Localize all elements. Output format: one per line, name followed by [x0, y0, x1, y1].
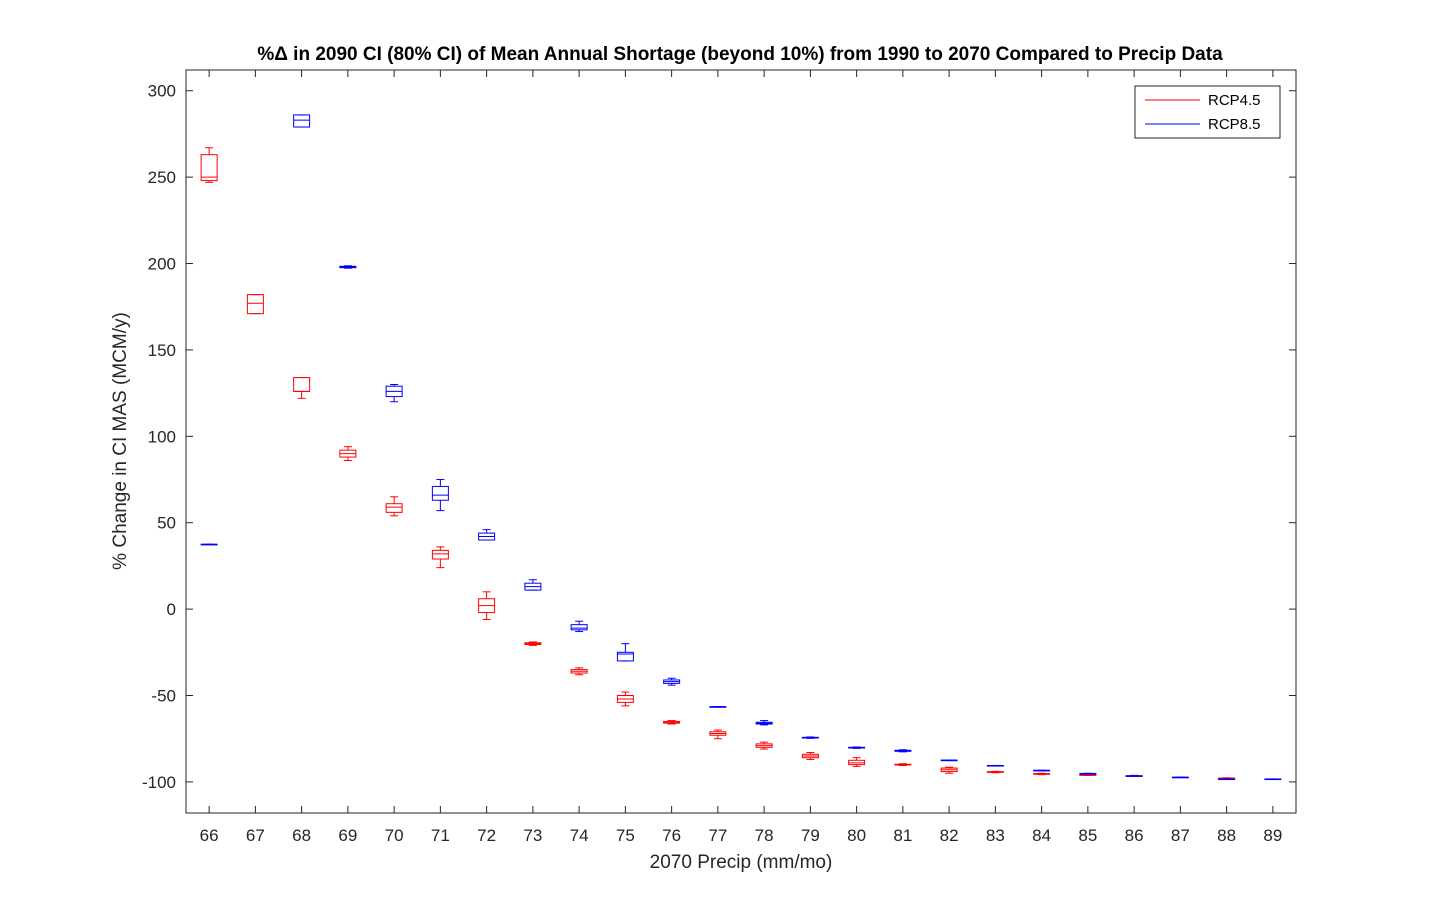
box-71 — [431, 546, 449, 569]
iqr-box — [200, 154, 218, 182]
box-69 — [339, 265, 357, 269]
box-71 — [431, 479, 449, 512]
box-84 — [1033, 769, 1051, 772]
y-tick-label: 150 — [148, 341, 176, 360]
box-66 — [200, 543, 218, 546]
box-73 — [524, 579, 542, 591]
y-axis-label: % Change in CI MAS (MCM/y) — [110, 312, 131, 570]
x-tick-label: 78 — [755, 826, 774, 845]
box-67 — [246, 294, 264, 315]
box-79 — [801, 736, 819, 739]
x-tick-label: 71 — [431, 826, 450, 845]
x-tick-label: 76 — [662, 826, 681, 845]
box-66 — [200, 147, 218, 183]
x-tick-label: 81 — [893, 826, 912, 845]
x-tick-label: 83 — [986, 826, 1005, 845]
box-68 — [293, 114, 311, 128]
iqr-box — [385, 503, 403, 513]
x-tick-label: 68 — [292, 826, 311, 845]
plot-frame — [185, 69, 1297, 814]
box-82 — [940, 766, 958, 774]
iqr-box — [431, 549, 449, 560]
x-tick-label: 72 — [477, 826, 496, 845]
box-88 — [1218, 778, 1236, 781]
box-series-group — [200, 114, 1282, 781]
x-tick-label: 73 — [523, 826, 542, 845]
x-tick-label: 82 — [940, 826, 959, 845]
y-axis: -100 -50 0 50 100 150 200 250 300 — [142, 82, 1296, 792]
box-68 — [293, 377, 311, 399]
box-77 — [709, 706, 727, 708]
x-axis-label: 2070 Precip (mm/mo) — [650, 852, 833, 873]
box-74 — [570, 667, 588, 676]
x-axis: 66 67 68 69 70 71 72 73 74 75 76 77 78 79 80 81 82 83 84 85… — [200, 70, 1282, 845]
x-tick-label: 66 — [200, 826, 219, 845]
box-78 — [755, 741, 773, 750]
series-rcp8-5 — [200, 114, 1282, 781]
y-tick-label: 0 — [167, 600, 176, 619]
legend-label: RCP8.5 — [1208, 116, 1261, 133]
box-81 — [894, 763, 912, 766]
iqr-box — [246, 294, 264, 315]
x-tick-label: 77 — [708, 826, 727, 845]
iqr-box — [431, 485, 449, 501]
x-tick-label: 86 — [1125, 826, 1144, 845]
box-81 — [894, 749, 912, 753]
box-74 — [570, 620, 588, 633]
legend-box — [1134, 85, 1281, 139]
box-87 — [1171, 776, 1189, 779]
iqr-box — [570, 624, 588, 631]
y-tick-label: 200 — [148, 255, 176, 274]
x-tick-label: 74 — [570, 826, 589, 845]
box-70 — [385, 383, 403, 403]
box-82 — [940, 759, 958, 762]
y-tick-label: -50 — [151, 687, 176, 706]
box-72 — [478, 529, 496, 541]
box-75 — [616, 691, 634, 707]
box-85 — [1079, 772, 1097, 775]
box-84 — [1033, 772, 1051, 776]
y-tick-label: 100 — [148, 427, 176, 446]
box-76 — [663, 720, 681, 725]
x-tick-label: 84 — [1032, 826, 1051, 845]
y-tick-label: 300 — [148, 82, 176, 101]
box-78 — [755, 720, 773, 726]
iqr-box — [293, 114, 311, 128]
box-75 — [616, 643, 634, 662]
box-83 — [986, 764, 1004, 767]
plot-area — [186, 70, 1296, 813]
box-73 — [524, 641, 542, 646]
legend: RCP4.5 RCP8.5 — [1134, 85, 1281, 139]
box-79 — [801, 752, 819, 760]
chart-title: %Δ in 2090 CI (80% CI) of Mean Annual Sh… — [257, 44, 1223, 65]
legend-label: RCP4.5 — [1208, 92, 1261, 109]
box-69 — [339, 446, 357, 462]
x-tick-label: 79 — [801, 826, 820, 845]
iqr-box — [616, 651, 634, 662]
box-76 — [663, 677, 681, 686]
x-tick-label: 67 — [246, 826, 265, 845]
x-tick-label: 85 — [1078, 826, 1097, 845]
y-tick-label: -100 — [142, 773, 176, 792]
x-tick-label: 89 — [1263, 826, 1282, 845]
box-72 — [478, 591, 496, 620]
box-85 — [1079, 773, 1097, 777]
y-tick-label: 50 — [157, 514, 176, 533]
box-80 — [848, 746, 866, 749]
x-tick-label: 75 — [616, 826, 635, 845]
x-tick-label: 87 — [1171, 826, 1190, 845]
box-77 — [709, 729, 727, 740]
box-83 — [986, 770, 1004, 774]
box-70 — [385, 496, 403, 517]
box-89 — [1264, 778, 1282, 781]
x-tick-label: 80 — [847, 826, 866, 845]
box-80 — [848, 757, 866, 767]
box-86 — [1125, 775, 1143, 777]
x-tick-label: 70 — [385, 826, 404, 845]
x-tick-label: 88 — [1217, 826, 1236, 845]
y-tick-label: 250 — [148, 168, 176, 187]
x-tick-label: 69 — [338, 826, 357, 845]
